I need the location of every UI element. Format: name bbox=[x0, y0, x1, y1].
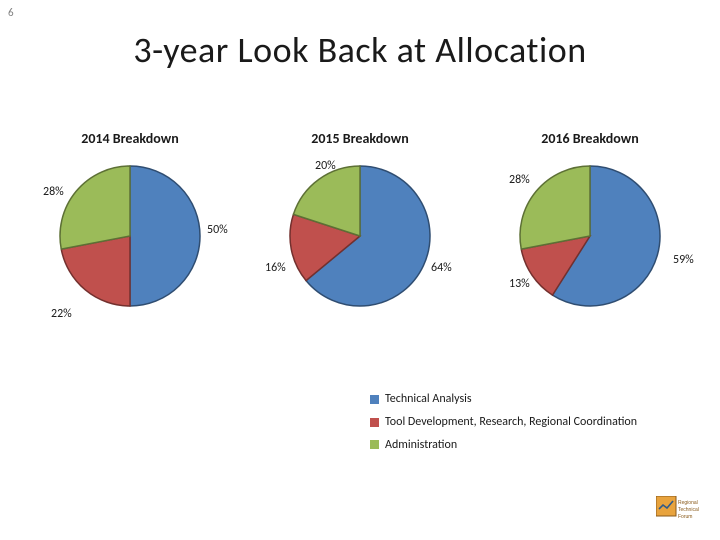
chart-2014: 2014 Breakdown 50% 22% 28% bbox=[30, 130, 230, 370]
svg-text:Forum: Forum bbox=[678, 514, 692, 520]
svg-text:Technical: Technical bbox=[678, 507, 699, 513]
slice-label: 28% bbox=[509, 173, 530, 187]
slice-label: 16% bbox=[265, 261, 286, 275]
charts-row: 2014 Breakdown 50% 22% 28% 2015 Breakdow… bbox=[30, 130, 690, 370]
legend-label: Tool Development, Research, Regional Coo… bbox=[385, 411, 637, 434]
chart-title: 2014 Breakdown bbox=[30, 130, 230, 147]
pie-svg bbox=[55, 161, 205, 311]
pie-slice bbox=[60, 166, 130, 249]
slice-label: 22% bbox=[51, 307, 72, 321]
pie-2014: 50% 22% 28% bbox=[55, 161, 205, 311]
slice-label: 59% bbox=[673, 253, 694, 267]
legend-swatch-icon bbox=[370, 395, 379, 404]
chart-2016: 2016 Breakdown 59% 13% 28% bbox=[490, 130, 690, 370]
slice-label: 13% bbox=[509, 277, 530, 291]
legend: Technical Analysis Tool Development, Res… bbox=[370, 388, 637, 456]
legend-swatch-icon bbox=[370, 440, 379, 449]
chart-2015: 2015 Breakdown 64% 16% 20% bbox=[260, 130, 460, 370]
legend-label: Technical Analysis bbox=[385, 388, 472, 411]
legend-item: Tool Development, Research, Regional Coo… bbox=[370, 411, 637, 434]
page-number: 6 bbox=[8, 6, 14, 19]
pie-slice bbox=[520, 166, 590, 249]
chart-title: 2016 Breakdown bbox=[490, 130, 690, 147]
legend-item: Technical Analysis bbox=[370, 388, 637, 411]
pie-svg bbox=[515, 161, 665, 311]
slice-label: 50% bbox=[207, 223, 228, 237]
legend-swatch-icon bbox=[370, 418, 379, 427]
svg-text:Regional: Regional bbox=[678, 500, 698, 506]
pie-2015: 64% 16% 20% bbox=[285, 161, 435, 311]
legend-label: Administration bbox=[385, 434, 457, 457]
pie-2016: 59% 13% 28% bbox=[515, 161, 665, 311]
rtf-logo-icon: Regional Technical Forum bbox=[656, 496, 704, 530]
legend-item: Administration bbox=[370, 434, 637, 457]
pie-svg bbox=[285, 161, 435, 311]
slice-label: 64% bbox=[431, 261, 452, 275]
slice-label: 20% bbox=[315, 159, 336, 173]
chart-title: 2015 Breakdown bbox=[260, 130, 460, 147]
pie-slice bbox=[130, 166, 200, 306]
page-title: 3-year Look Back at Allocation bbox=[0, 28, 720, 72]
slice-label: 28% bbox=[43, 185, 64, 199]
